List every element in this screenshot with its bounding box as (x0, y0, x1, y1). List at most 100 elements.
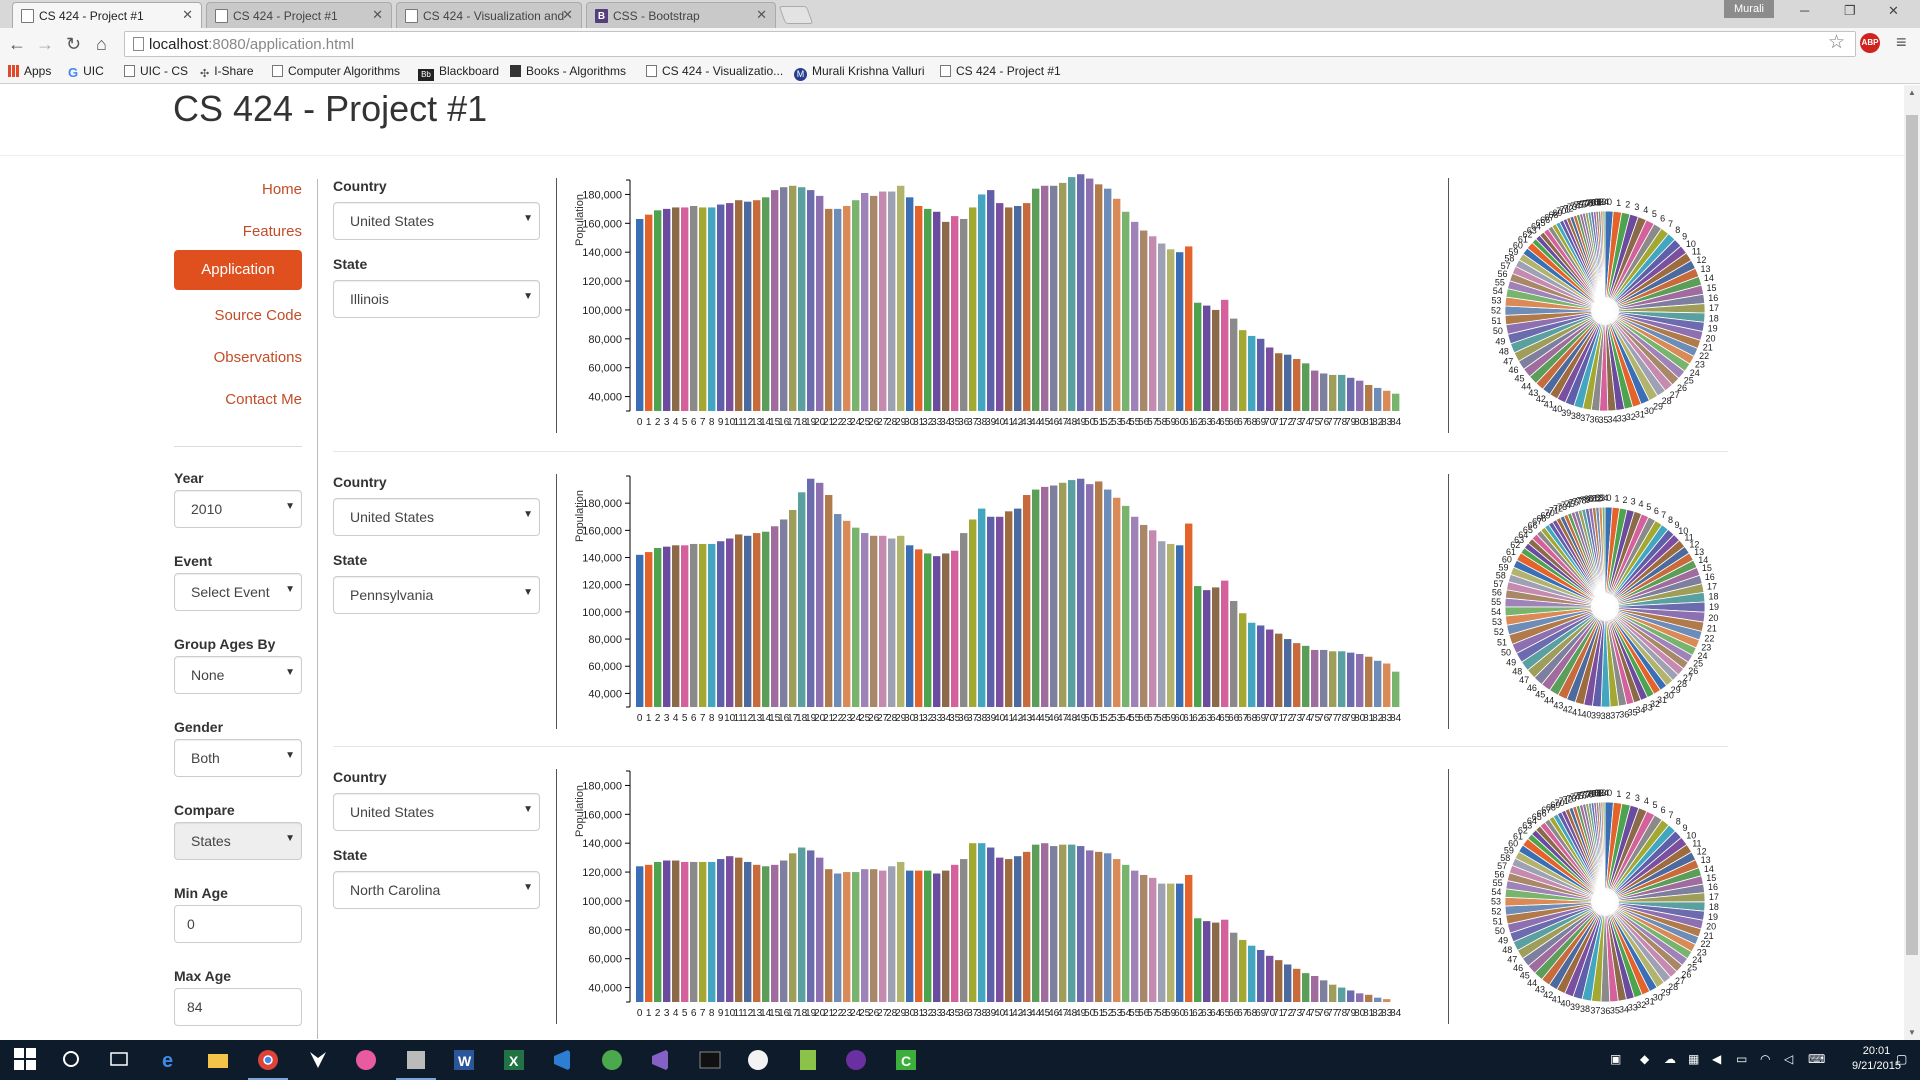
nav-contact-me[interactable]: Contact Me (225, 391, 302, 408)
windows-start-icon[interactable] (14, 1048, 38, 1072)
tab-title: CS 424 - Project #1 (39, 9, 144, 23)
bookmark-cs424-visualization[interactable]: CS 424 - Visualizatio... (646, 64, 783, 78)
keyboard-icon[interactable]: ⌨ (1808, 1052, 1826, 1066)
antivirus-icon[interactable]: ◀ (1712, 1052, 1722, 1066)
system-clock[interactable]: 20:01 9/21/2015 (1852, 1044, 1901, 1074)
nav-observations[interactable]: Observations (213, 349, 302, 366)
chrome-icon[interactable] (248, 1048, 288, 1080)
user-badge[interactable]: Murali (1724, 0, 1774, 18)
back-icon[interactable]: ← (8, 34, 26, 54)
tab-visualization[interactable]: CS 424 - Visualization and ✕ (396, 2, 582, 28)
word-icon[interactable]: W (452, 1048, 476, 1072)
close-icon[interactable]: ✕ (756, 7, 767, 22)
reload-icon[interactable]: ↻ (66, 34, 82, 54)
x-tick-label: 52 (1102, 1008, 1114, 1019)
task-view-icon[interactable] (108, 1048, 132, 1072)
close-icon[interactable]: ✕ (562, 7, 573, 22)
state-select[interactable]: North Carolina ▼ (333, 871, 540, 909)
home-icon[interactable]: ⌂ (96, 34, 107, 54)
network-icon[interactable]: ◆ (1640, 1052, 1650, 1066)
group-ages-select[interactable]: None ▼ (174, 656, 302, 694)
state-select[interactable]: Illinois ▼ (333, 280, 540, 318)
pie-label: 79 (1586, 789, 1596, 799)
scroll-thumb[interactable] (1906, 115, 1918, 955)
event-select[interactable]: Select Event ▼ (174, 573, 302, 611)
bookmark-blackboard[interactable]: Bb Blackboard (418, 64, 499, 81)
y-tick-label: 40,000 (588, 983, 622, 995)
page-icon (405, 9, 418, 23)
media-app-icon[interactable] (396, 1048, 436, 1080)
page-scrollbar[interactable]: ▲ ▼ (1904, 85, 1920, 1040)
bar (1266, 347, 1274, 411)
app-tray-icon[interactable]: ▦ (1688, 1052, 1700, 1066)
bookmark-uic-cs[interactable]: UIC - CS (124, 64, 188, 78)
wifi-icon[interactable]: ◠ (1760, 1052, 1771, 1066)
nav-application-active[interactable]: Application (174, 250, 302, 290)
scroll-down-icon[interactable]: ▼ (1908, 1028, 1916, 1037)
x-tick-label: 34 (940, 417, 952, 428)
x-tick-label: 34 (940, 1008, 952, 1019)
app-circle-icon[interactable] (844, 1048, 868, 1072)
scroll-up-icon[interactable]: ▲ (1908, 88, 1916, 97)
country-select[interactable]: United States ▼ (333, 202, 540, 240)
notifications-icon[interactable]: ▢ (1896, 1052, 1908, 1066)
new-tab-button[interactable] (778, 6, 814, 24)
gender-select[interactable]: Both ▼ (174, 739, 302, 777)
close-icon[interactable]: ✕ (372, 7, 383, 22)
tab-project-1-active[interactable]: CS 424 - Project #1 ✕ (12, 2, 202, 28)
country-select[interactable]: United States ▼ (333, 498, 540, 536)
compare-select[interactable]: States ▼ (174, 822, 302, 860)
onedrive-icon[interactable]: ☁ (1664, 1052, 1676, 1066)
max-age-input[interactable]: 84 (174, 988, 302, 1026)
bookmark-star-icon[interactable]: ☆ (1828, 32, 1846, 53)
x-tick-label: 1 (646, 417, 652, 428)
file-explorer-icon[interactable] (206, 1048, 230, 1072)
notepad-icon[interactable] (796, 1048, 820, 1072)
battery-icon[interactable]: ▭ (1736, 1052, 1748, 1066)
nav-home[interactable]: Home (261, 181, 302, 198)
year-select[interactable]: 2010 ▼ (174, 490, 302, 528)
app-icon[interactable] (306, 1048, 330, 1072)
bookmark-apps[interactable]: Apps (8, 64, 51, 78)
adblock-icon[interactable]: ABP (1860, 33, 1880, 53)
bookmark-murali[interactable]: M Murali Krishna Valluri (794, 64, 924, 81)
utorrent-icon[interactable] (600, 1048, 624, 1072)
outlook-icon[interactable]: ▣ (1610, 1052, 1622, 1066)
window-close-icon[interactable]: ✕ (1888, 3, 1899, 18)
itunes-icon[interactable] (354, 1048, 378, 1072)
excel-icon[interactable]: X (502, 1048, 526, 1072)
address-bar[interactable]: localhost:8080/application.html (124, 31, 1856, 57)
nav-features[interactable]: Features (242, 223, 302, 240)
tab-project-1[interactable]: CS 424 - Project #1 ✕ (206, 2, 392, 28)
bar (1266, 629, 1274, 707)
bookmark-computer-algorithms[interactable]: Computer Algorithms (272, 64, 400, 78)
nav-source-code[interactable]: Source Code (214, 307, 302, 324)
menu-icon[interactable]: ≡ (1896, 32, 1907, 52)
bookmark-ishare[interactable]: ✣ I-Share (200, 64, 254, 80)
x-tick-label: 2 (655, 417, 661, 428)
visual-studio-icon[interactable] (648, 1048, 672, 1072)
smiley-icon[interactable] (746, 1048, 770, 1072)
edge-icon[interactable]: e (158, 1048, 182, 1072)
volume-icon[interactable]: ◁ (1784, 1052, 1794, 1066)
bookmark-uic[interactable]: G UIC (68, 64, 104, 80)
vscode-icon[interactable] (550, 1048, 574, 1072)
minimize-icon[interactable]: ─ (1800, 3, 1810, 18)
bookmark-cs424-project[interactable]: CS 424 - Project #1 (940, 64, 1061, 78)
tab-bootstrap[interactable]: B CSS - Bootstrap ✕ (586, 2, 776, 28)
close-icon[interactable]: ✕ (182, 7, 193, 22)
pie-label: 5 (1646, 502, 1651, 512)
state-select[interactable]: Pennsylvania ▼ (333, 576, 540, 614)
bookmark-books-algorithms[interactable]: Books - Algorithms (510, 64, 626, 78)
maximize-icon[interactable]: ❐ (1844, 3, 1856, 18)
forward-icon[interactable]: → (36, 34, 54, 54)
pie-label: 79 (1580, 495, 1590, 505)
camtasia-icon[interactable]: C (894, 1048, 918, 1072)
search-icon[interactable] (60, 1048, 84, 1072)
url-text[interactable]: localhost:8080/application.html (149, 36, 355, 53)
min-age-input[interactable]: 0 (174, 905, 302, 943)
y-tick-label: 120,000 (582, 580, 622, 592)
terminal-icon[interactable] (698, 1048, 722, 1072)
country-select[interactable]: United States ▼ (333, 793, 540, 831)
